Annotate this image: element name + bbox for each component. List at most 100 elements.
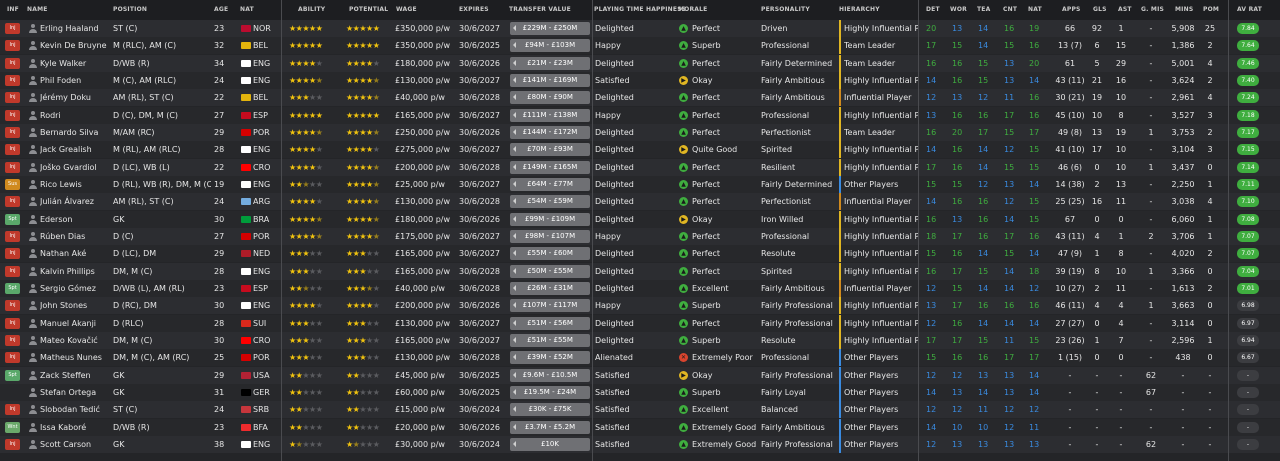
- col-mins[interactable]: MINS: [1175, 6, 1194, 13]
- table-row[interactable]: Inj Phil Foden M (C), AM (RLC) 24 ENG ★★★★★ ★★…: [0, 71, 1280, 89]
- inf-badge[interactable]: Inj: [5, 230, 20, 242]
- inf-badge[interactable]: Inj: [5, 40, 20, 52]
- table-row[interactable]: Inj Jérémy Doku AM (RL), ST (C) 22 BEL ★★★★★ ★…: [0, 89, 1280, 107]
- inf-badge[interactable]: Inj: [5, 300, 20, 312]
- inf-badge[interactable]: Inj: [5, 352, 20, 364]
- player-name[interactable]: Stefan Ortega: [40, 387, 97, 397]
- table-row[interactable]: Inj Bernardo Silva M/AM (RC) 29 POR ★★★★★ ★★★★…: [0, 123, 1280, 141]
- player-name[interactable]: Rúben Dias: [40, 231, 86, 241]
- table-row[interactable]: Inj Kalvin Phillips DM, M (C) 28 ENG ★★★★★ ★★★…: [0, 262, 1280, 280]
- player-name[interactable]: Slobodan Tedić: [40, 405, 100, 415]
- inf-badge[interactable]: Inj: [5, 334, 20, 346]
- player-name[interactable]: Kyle Walker: [40, 58, 87, 68]
- col-age[interactable]: AGE: [214, 6, 229, 13]
- table-row[interactable]: Wnt Issa Kaboré D/WB (R) 23 BFA ★★★★★ ★★★★★ £20…: [0, 418, 1280, 436]
- col-avrat[interactable]: AV RAT: [1237, 6, 1263, 13]
- player-name[interactable]: Rodri: [40, 110, 61, 120]
- inf-badge[interactable]: Inj: [5, 57, 20, 69]
- col-morale[interactable]: MORALE: [678, 6, 708, 13]
- inf-badge[interactable]: Inj: [5, 317, 20, 329]
- player-name[interactable]: Scott Carson: [40, 439, 92, 449]
- table-row[interactable]: Inj Mateo Kovačić DM, M (C) 30 CRO ★★★★★ ★★★★★…: [0, 331, 1280, 349]
- table-row[interactable]: Inj Scott Carson GK 38 ENG ★★★★★ ★★★★★ £30,000 …: [0, 435, 1280, 453]
- col-wage[interactable]: WAGE: [396, 6, 417, 13]
- inf-badge[interactable]: Inj: [5, 23, 20, 34]
- player-name[interactable]: Kevin De Bruyne: [40, 41, 107, 51]
- player-name[interactable]: Zack Steffen: [40, 370, 91, 380]
- col-potential[interactable]: POTENTIAL: [349, 6, 389, 13]
- inf-badge[interactable]: Inj: [5, 404, 20, 416]
- player-name[interactable]: Manuel Akanji: [40, 318, 97, 328]
- inf-badge[interactable]: Wnt: [5, 421, 20, 433]
- table-row[interactable]: Spt Zack Steffen GK 29 USA ★★★★★ ★★★★★ £45,000 …: [0, 366, 1280, 384]
- player-name[interactable]: Kalvin Phillips: [40, 266, 95, 276]
- col-position[interactable]: POSITION: [113, 6, 148, 13]
- player-name[interactable]: Nathan Aké: [40, 249, 87, 259]
- col-transfer-value[interactable]: TRANSFER VALUE: [509, 6, 571, 13]
- player-name[interactable]: Jack Grealish: [40, 145, 92, 155]
- col-apps[interactable]: APPS: [1062, 6, 1081, 13]
- col-ast[interactable]: AST: [1118, 6, 1132, 13]
- table-row[interactable]: Inj John Stones D (RC), DM 30 ENG ★★★★★ ★★★★★ £…: [0, 297, 1280, 315]
- inf-badge[interactable]: Inj: [5, 248, 20, 260]
- table-row[interactable]: Inj Erling Haaland ST (C) 23 NOR ★★★★★ ★★★★★ £3…: [0, 20, 1280, 37]
- table-row[interactable]: Inj Manuel Akanji D (RLC) 28 SUI ★★★★★ ★★★★★ £1…: [0, 314, 1280, 332]
- col-personality[interactable]: PERSONALITY: [761, 6, 810, 13]
- inf-badge[interactable]: Sus: [5, 178, 20, 190]
- col-det[interactable]: DET: [926, 6, 940, 13]
- inf-badge[interactable]: Inj: [5, 144, 20, 156]
- col-wor[interactable]: WOR: [950, 6, 967, 13]
- table-row[interactable]: Inj Matheus Nunes DM, M (C), AM (RC) 25 POR ★…: [0, 349, 1280, 367]
- inf-badge[interactable]: Spt: [5, 282, 20, 294]
- table-row[interactable]: Inj Nathan Aké D (LC), DM 29 NED ★★★★★ ★★★★★ £1…: [0, 245, 1280, 263]
- player-name[interactable]: Sergio Gómez: [40, 283, 96, 293]
- inf-badge[interactable]: Inj: [5, 161, 20, 173]
- inf-badge[interactable]: Inj: [5, 438, 20, 450]
- inf-badge[interactable]: Spt: [5, 213, 20, 225]
- player-name[interactable]: Erling Haaland: [40, 24, 99, 33]
- player-name[interactable]: Bernardo Silva: [40, 127, 99, 137]
- player-name[interactable]: John Stones: [40, 301, 88, 311]
- inf-badge[interactable]: Inj: [5, 126, 20, 138]
- inf-badge[interactable]: Inj: [5, 265, 20, 277]
- player-name[interactable]: Julián Álvarez: [40, 197, 94, 207]
- table-row[interactable]: Spt Sergio Gómez D/WB (L), AM (RL) 23 ESP ★★★…: [0, 279, 1280, 297]
- col-cnt[interactable]: CNT: [1003, 6, 1018, 13]
- col-playing-time[interactable]: PLAYING TIME HAPPINESS: [594, 6, 686, 13]
- inf-badge[interactable]: Spt: [5, 369, 20, 381]
- table-row[interactable]: Inj Slobodan Tedić ST (C) 24 SRB ★★★★★ ★★★★★ £1…: [0, 401, 1280, 419]
- col-gls[interactable]: GLS: [1093, 6, 1107, 13]
- col-name[interactable]: NAME: [27, 6, 48, 13]
- player-name[interactable]: Phil Foden: [40, 75, 82, 85]
- col-ability[interactable]: ABILITY: [298, 6, 326, 13]
- table-row[interactable]: Inj Jack Grealish M (RL), AM (RLC) 28 ENG ★★★…: [0, 141, 1280, 159]
- table-row[interactable]: Inj Kyle Walker D/WB (R) 34 ENG ★★★★★ ★★★★★ £18…: [0, 54, 1280, 72]
- col-nat[interactable]: NAT: [240, 6, 254, 13]
- col-expires[interactable]: EXPIRES: [459, 6, 489, 13]
- player-name[interactable]: Jérémy Doku: [40, 93, 91, 103]
- table-row[interactable]: Inj Rúben Dias D (C) 27 POR ★★★★★ ★★★★★ £175,00…: [0, 227, 1280, 245]
- table-row[interactable]: Stefan Ortega GK 31 GER ★★★★★ ★★★★★ £60,000 p/…: [0, 383, 1280, 401]
- table-row[interactable]: Inj Kevin De Bruyne M (RLC), AM (C) 32 BEL ★★…: [0, 37, 1280, 55]
- col-hierarchy[interactable]: HIERARCHY: [839, 6, 880, 13]
- player-name[interactable]: Issa Kaboré: [40, 422, 87, 432]
- table-row[interactable]: Inj Rodri D (C), DM, M (C) 27 ESP ★★★★★ ★★★★★ £…: [0, 106, 1280, 124]
- inf-badge[interactable]: Inj: [5, 74, 20, 86]
- col-nat-attr[interactable]: NAT: [1028, 6, 1042, 13]
- col-tea[interactable]: TEA: [977, 6, 991, 13]
- inf-badge[interactable]: Inj: [5, 196, 20, 208]
- col-inf[interactable]: INF: [7, 6, 19, 13]
- player-name[interactable]: Ederson: [40, 214, 73, 224]
- inf-badge[interactable]: Inj: [5, 109, 20, 121]
- table-row[interactable]: Sus Rico Lewis D (RL), WB (R), DM, M (C) 19…: [0, 175, 1280, 193]
- table-row[interactable]: Inj Julián Álvarez AM (RL), ST (C) 24 ARG ★★★…: [0, 193, 1280, 211]
- player-name[interactable]: Joško Gvardiol: [40, 162, 97, 172]
- col-pom[interactable]: POM: [1203, 6, 1220, 13]
- table-row[interactable]: Inj Joško Gvardiol D (LC), WB (L) 22 CRO ★★★★…: [0, 158, 1280, 176]
- inf-badge[interactable]: Inj: [5, 92, 20, 104]
- col-gmis[interactable]: G. MIS: [1141, 6, 1165, 13]
- table-row[interactable]: Spt Ederson GK 30 BRA ★★★★★ ★★★★★ £180,000 p/w 3…: [0, 210, 1280, 228]
- player-name[interactable]: Matheus Nunes: [40, 353, 102, 363]
- player-name[interactable]: Mateo Kovačić: [40, 335, 98, 345]
- player-name[interactable]: Rico Lewis: [40, 179, 82, 189]
